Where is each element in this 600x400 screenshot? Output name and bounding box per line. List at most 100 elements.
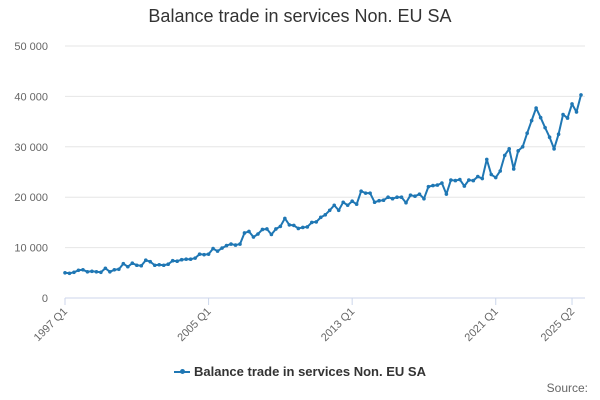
data-point <box>507 147 512 151</box>
data-point <box>426 184 431 189</box>
data-point <box>247 229 251 234</box>
data-point <box>467 178 471 182</box>
data-point <box>130 261 135 266</box>
data-point <box>444 192 449 196</box>
data-point <box>431 183 435 188</box>
legend-label: Balance trade in services Non. EU SA <box>194 364 426 379</box>
x-tick-label: 2013 Q1 <box>319 306 357 344</box>
data-point <box>170 258 175 263</box>
data-point <box>126 264 130 269</box>
data-point <box>399 195 404 199</box>
data-point <box>148 259 153 264</box>
data-point <box>233 243 238 247</box>
data-point <box>408 193 413 197</box>
data-point <box>278 224 283 229</box>
data-point <box>256 232 260 236</box>
data-point <box>556 132 561 136</box>
data-point <box>520 145 525 149</box>
data-point <box>480 176 485 181</box>
data-point <box>157 262 162 267</box>
data-point <box>202 252 206 257</box>
data-point <box>283 216 287 221</box>
data-point <box>493 175 498 180</box>
data-point <box>238 242 242 246</box>
data-point <box>413 194 417 198</box>
data-point <box>538 115 543 120</box>
data-point <box>229 242 233 246</box>
data-point <box>143 258 148 263</box>
data-point <box>211 246 215 251</box>
data-point <box>251 235 256 239</box>
data-point <box>377 198 381 203</box>
data-point <box>215 249 220 253</box>
data-point <box>134 263 139 268</box>
x-tick-label: 2005 Q1 <box>175 306 213 344</box>
data-point <box>265 227 269 231</box>
x-tick-label: 2025 Q2 <box>539 306 577 344</box>
data-point <box>498 169 503 173</box>
source-credits[interactable]: Source: <box>546 381 588 395</box>
data-point <box>570 102 574 106</box>
data-point <box>188 257 193 261</box>
data-point <box>381 198 386 203</box>
data-point <box>220 246 224 250</box>
data-point <box>224 243 229 248</box>
data-point <box>103 266 108 271</box>
legend-line-marker-icon <box>174 367 191 377</box>
data-point <box>274 227 278 231</box>
data-point <box>117 267 121 272</box>
data-point <box>161 263 166 268</box>
data-point <box>363 191 368 195</box>
data-point <box>85 269 90 274</box>
data-point <box>453 178 458 183</box>
data-point <box>139 263 144 268</box>
data-point <box>372 200 377 205</box>
x-tick-label: 1997 Q1 <box>32 306 70 344</box>
data-point <box>422 196 426 201</box>
data-point <box>476 174 480 179</box>
data-point <box>193 256 197 260</box>
data-point <box>561 112 565 117</box>
data-point <box>108 269 112 274</box>
data-point <box>72 270 76 275</box>
data-point <box>305 225 310 229</box>
y-tick-label: 0 <box>42 293 48 305</box>
data-point <box>332 203 337 208</box>
data-point <box>345 203 350 208</box>
data-point <box>462 184 467 188</box>
data-point <box>484 157 489 162</box>
data-point <box>287 223 292 227</box>
data-point <box>81 267 85 272</box>
data-point <box>63 271 67 275</box>
data-point <box>90 269 94 274</box>
series-line <box>64 94 582 275</box>
data-point <box>99 270 103 275</box>
data-point <box>404 200 408 205</box>
data-point <box>386 195 390 199</box>
data-point <box>440 181 444 185</box>
y-tick-label: 20 000 <box>14 192 48 204</box>
data-point <box>67 271 72 276</box>
x-tick-label: 2021 Q1 <box>463 306 501 344</box>
data-point <box>543 125 547 130</box>
chart-legend[interactable]: Balance trade in services Non. EU SA <box>0 364 600 380</box>
data-point <box>516 149 520 153</box>
data-point <box>309 220 314 225</box>
data-point <box>525 131 529 135</box>
y-tick-label: 50 000 <box>14 41 48 53</box>
data-point <box>296 226 301 231</box>
data-point <box>574 110 579 114</box>
data-point <box>206 252 211 256</box>
data-point <box>547 135 552 140</box>
data-point <box>471 178 476 183</box>
data-point <box>489 172 494 177</box>
data-point <box>76 268 81 273</box>
data-point <box>301 225 305 230</box>
data-point <box>269 232 274 237</box>
data-point <box>336 208 341 213</box>
data-point <box>197 252 202 256</box>
data-point <box>314 220 319 224</box>
data-point <box>318 215 323 220</box>
data-point <box>121 261 126 266</box>
